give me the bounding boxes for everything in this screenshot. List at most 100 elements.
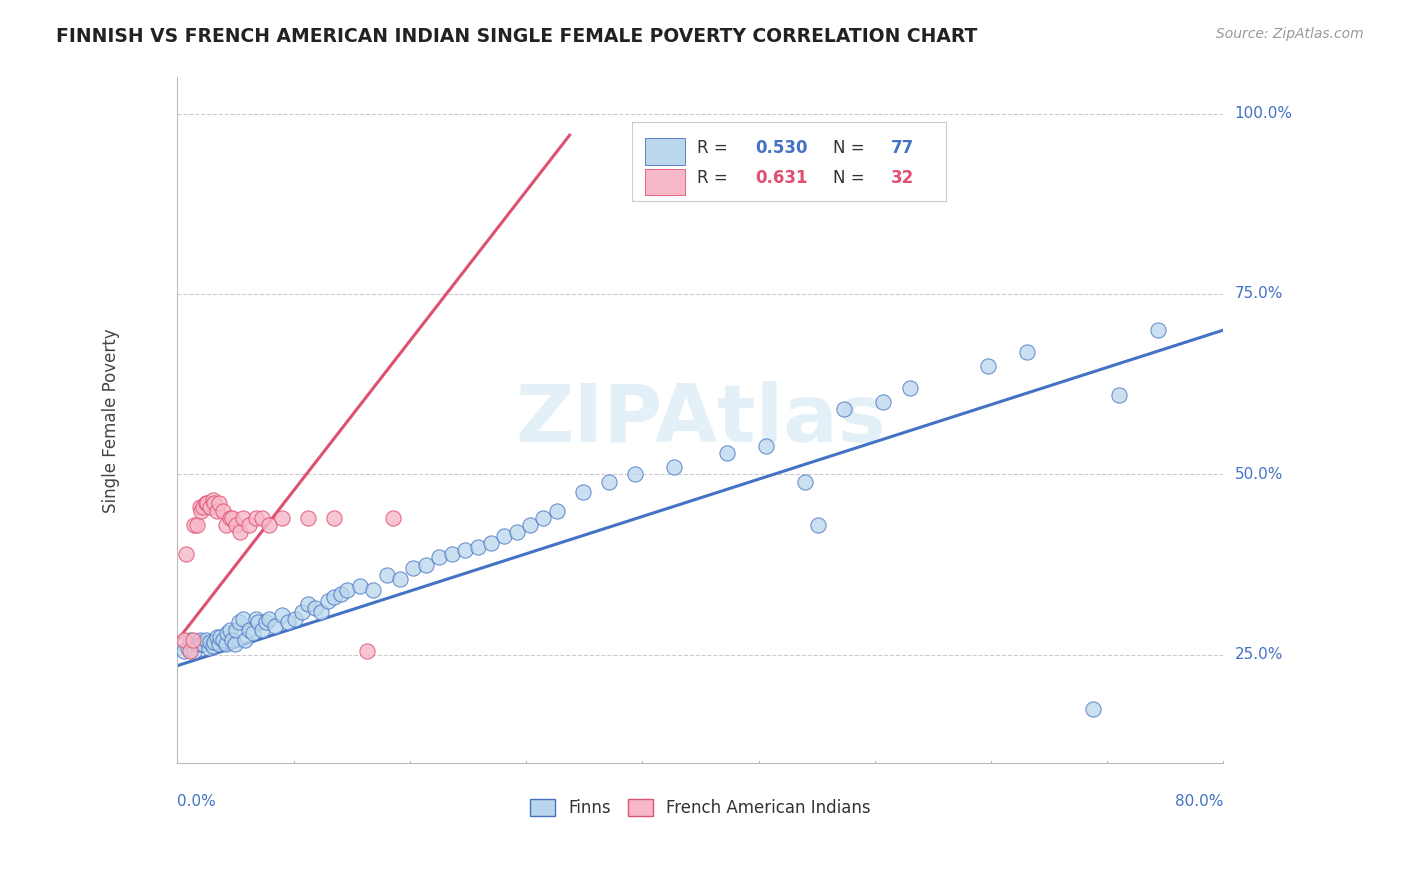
Point bbox=[179, 633, 201, 648]
Point bbox=[664, 460, 686, 475]
Point bbox=[329, 586, 352, 600]
Point bbox=[427, 550, 450, 565]
Point bbox=[215, 626, 238, 640]
Point bbox=[807, 518, 830, 533]
Point bbox=[198, 635, 221, 649]
Point bbox=[221, 510, 243, 524]
Text: Single Female Poverty: Single Female Poverty bbox=[101, 328, 120, 513]
Point bbox=[225, 518, 247, 533]
Point bbox=[624, 467, 647, 482]
Point bbox=[238, 518, 260, 533]
Text: 80.0%: 80.0% bbox=[1175, 794, 1223, 809]
Point bbox=[254, 615, 277, 630]
Point bbox=[229, 525, 252, 540]
Point bbox=[506, 525, 529, 540]
Point bbox=[388, 572, 411, 586]
Point bbox=[402, 561, 425, 575]
Point bbox=[190, 637, 212, 651]
Point bbox=[215, 637, 238, 651]
Point bbox=[363, 582, 385, 597]
Point bbox=[188, 633, 211, 648]
Text: FINNISH VS FRENCH AMERICAN INDIAN SINGLE FEMALE POVERTY CORRELATION CHART: FINNISH VS FRENCH AMERICAN INDIAN SINGLE… bbox=[56, 27, 977, 45]
Point bbox=[336, 582, 359, 597]
Point bbox=[832, 402, 855, 417]
Point bbox=[225, 623, 247, 637]
Point bbox=[440, 547, 463, 561]
Point bbox=[209, 630, 232, 644]
Text: 0.0%: 0.0% bbox=[177, 794, 217, 809]
Point bbox=[224, 637, 246, 651]
Point bbox=[382, 510, 405, 524]
Point bbox=[264, 619, 287, 633]
Point bbox=[533, 510, 555, 524]
Point bbox=[177, 640, 200, 655]
Point bbox=[173, 644, 195, 658]
Point bbox=[794, 475, 817, 489]
Point bbox=[546, 503, 568, 517]
Point bbox=[181, 633, 204, 648]
Point bbox=[186, 637, 208, 651]
Point bbox=[205, 503, 228, 517]
Point bbox=[247, 615, 270, 630]
Point bbox=[197, 640, 219, 655]
Point bbox=[494, 529, 516, 543]
Point bbox=[212, 503, 235, 517]
Text: 32: 32 bbox=[891, 169, 914, 187]
Text: 75.0%: 75.0% bbox=[1234, 286, 1282, 301]
Point bbox=[232, 510, 254, 524]
Point bbox=[232, 612, 254, 626]
Point bbox=[245, 612, 267, 626]
Point bbox=[375, 568, 398, 582]
Point bbox=[173, 633, 195, 648]
Text: 77: 77 bbox=[891, 139, 914, 157]
Text: 0.530: 0.530 bbox=[755, 139, 807, 157]
Point bbox=[1017, 344, 1039, 359]
Point bbox=[195, 496, 218, 510]
Point bbox=[212, 633, 235, 648]
Text: N =: N = bbox=[834, 139, 870, 157]
Point bbox=[183, 644, 205, 658]
Point bbox=[186, 518, 208, 533]
Point bbox=[1081, 702, 1104, 716]
Text: ZIPAtlas: ZIPAtlas bbox=[515, 381, 886, 459]
Point bbox=[190, 503, 212, 517]
Point bbox=[202, 496, 225, 510]
Bar bbox=[645, 169, 685, 194]
Point bbox=[195, 633, 218, 648]
Point bbox=[242, 626, 264, 640]
Point bbox=[202, 635, 225, 649]
Text: R =: R = bbox=[697, 169, 734, 187]
Point bbox=[454, 543, 477, 558]
Point bbox=[284, 612, 307, 626]
Point bbox=[221, 633, 243, 648]
Point bbox=[323, 590, 346, 604]
Point bbox=[188, 500, 211, 514]
Text: R =: R = bbox=[697, 139, 734, 157]
Point bbox=[271, 510, 294, 524]
Point bbox=[323, 510, 346, 524]
Point bbox=[290, 605, 312, 619]
Point bbox=[571, 485, 593, 500]
Point bbox=[716, 446, 738, 460]
Text: 50.0%: 50.0% bbox=[1234, 467, 1282, 482]
Text: 25.0%: 25.0% bbox=[1234, 648, 1282, 663]
Point bbox=[304, 601, 326, 615]
Bar bbox=[645, 138, 685, 164]
Point bbox=[872, 395, 894, 409]
Point bbox=[1108, 388, 1130, 402]
Point bbox=[179, 644, 201, 658]
Point bbox=[297, 510, 319, 524]
Point bbox=[218, 623, 240, 637]
Point bbox=[201, 492, 224, 507]
Point bbox=[519, 518, 541, 533]
Point bbox=[977, 359, 1000, 373]
Point bbox=[176, 547, 198, 561]
Point bbox=[467, 540, 489, 554]
Point bbox=[309, 605, 332, 619]
Point bbox=[198, 500, 221, 514]
Point bbox=[193, 500, 215, 514]
Point bbox=[271, 608, 294, 623]
Point bbox=[245, 510, 267, 524]
Point bbox=[183, 518, 205, 533]
Point bbox=[228, 615, 250, 630]
